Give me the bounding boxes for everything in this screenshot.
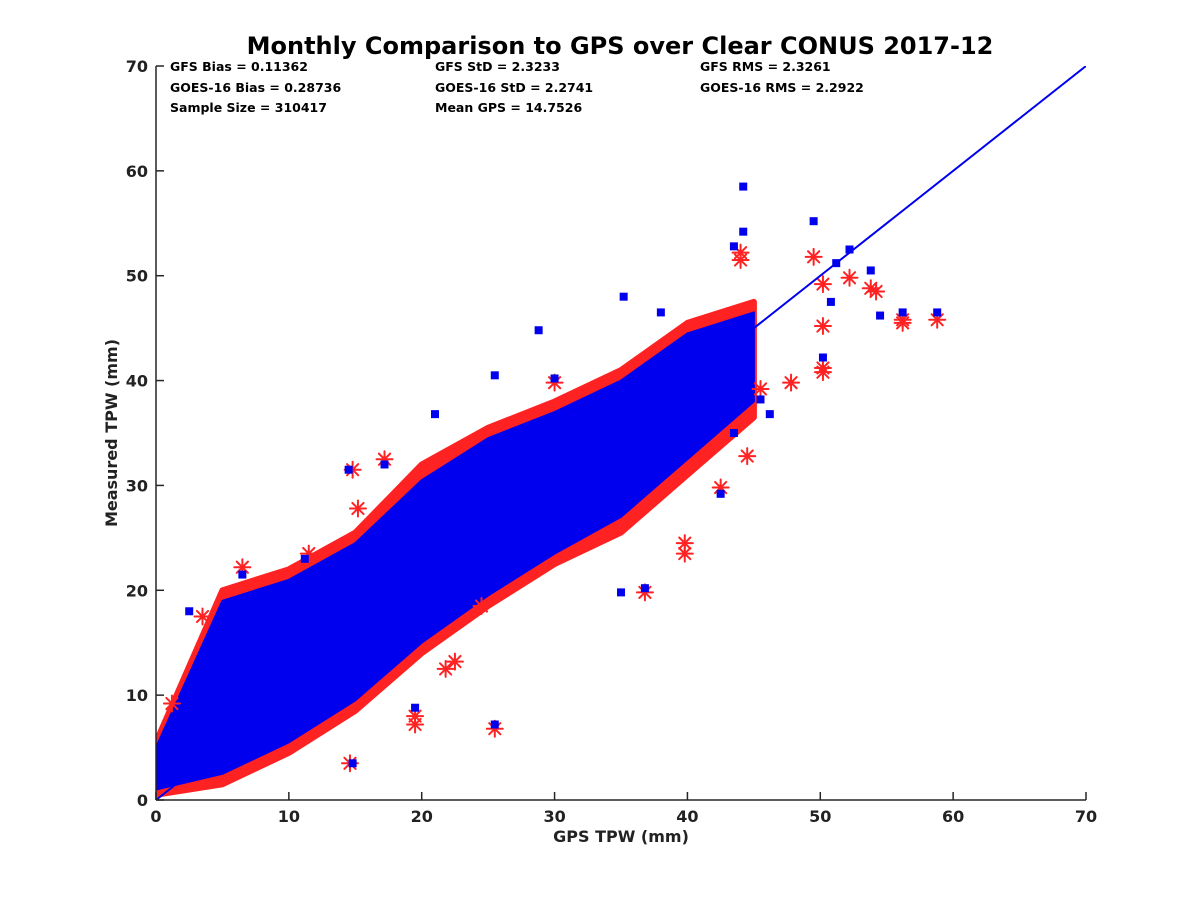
x-tick-label: 10 <box>278 807 300 826</box>
square-point <box>933 308 942 317</box>
square-point <box>534 326 543 335</box>
asterisk-point <box>193 607 212 626</box>
asterisk-point <box>738 447 757 466</box>
x-tick-label: 50 <box>809 807 831 826</box>
density-bands <box>156 298 757 798</box>
asterisk-point <box>472 597 491 616</box>
x-tick-label: 60 <box>942 807 964 826</box>
square-point <box>300 554 309 563</box>
square-point <box>729 242 738 251</box>
square-point <box>490 720 499 729</box>
asterisk-point <box>436 659 455 678</box>
square-point <box>431 410 439 419</box>
square-point <box>238 570 247 579</box>
square-point <box>876 311 885 320</box>
y-axis-ticks: 0 10 20 30 40 50 60 70 <box>126 57 164 810</box>
plot-area <box>156 66 1086 800</box>
square-point <box>617 588 625 597</box>
asterisk-point <box>445 652 464 671</box>
reference-line-layer <box>156 66 1086 800</box>
stat-goes-std: GOES-16 StD = 2.2741 <box>435 80 593 95</box>
x-axis-ticks: 0 10 20 30 40 50 60 70 <box>150 792 1097 826</box>
square-point <box>344 465 353 474</box>
stat-mean-gps: Mean GPS = 14.7526 <box>435 100 582 115</box>
asterisk-point <box>731 250 750 269</box>
square-point <box>765 410 774 419</box>
square-point <box>845 245 854 254</box>
y-tick-label: 20 <box>126 581 148 600</box>
stat-gfs-rms: GFS RMS = 2.3261 <box>700 59 831 74</box>
asterisk-point <box>867 282 886 301</box>
asterisk-point <box>893 313 912 332</box>
square-point <box>729 429 738 437</box>
outlier-points <box>162 182 947 773</box>
x-tick-label: 30 <box>543 807 565 826</box>
y-tick-label: 10 <box>126 686 148 705</box>
square-point <box>756 395 765 404</box>
y-tick-label: 40 <box>126 372 148 391</box>
one-to-one-line <box>156 66 1086 800</box>
stat-gfs-bias: GFS Bias = 0.11362 <box>170 59 308 74</box>
y-axis-label: Measured TPW (mm) <box>102 339 121 527</box>
square-point <box>826 297 835 306</box>
asterisk-point <box>675 534 694 553</box>
asterisk-point <box>813 317 832 336</box>
asterisk-point <box>813 363 832 382</box>
square-point <box>411 703 420 712</box>
asterisk-point <box>804 247 823 266</box>
asterisk-point <box>162 694 181 713</box>
asterisk-point <box>406 715 425 734</box>
square-point <box>866 266 875 275</box>
stat-sample-size: Sample Size = 310417 <box>170 100 327 115</box>
stat-goes-rms: GOES-16 RMS = 2.2922 <box>700 80 864 95</box>
square-point <box>640 584 649 593</box>
y-tick-label: 50 <box>126 267 148 286</box>
square-point <box>619 292 628 301</box>
square-point <box>898 308 907 317</box>
asterisk-point <box>751 379 770 398</box>
square-point <box>656 308 665 317</box>
stat-goes-bias: GOES-16 Bias = 0.28736 <box>170 80 341 95</box>
x-tick-label: 40 <box>676 807 698 826</box>
asterisk-point <box>813 275 832 294</box>
x-tick-label: 70 <box>1075 807 1097 826</box>
asterisk-point <box>348 499 367 518</box>
x-axis-label: GPS TPW (mm) <box>553 827 689 846</box>
square-point <box>348 759 357 768</box>
square-point <box>490 371 499 380</box>
y-tick-label: 0 <box>137 791 148 810</box>
point-cloud-1 <box>156 311 755 791</box>
asterisk-point <box>782 373 801 392</box>
asterisk-point <box>840 268 859 287</box>
square-point <box>739 182 748 191</box>
asterisk-point <box>675 544 694 563</box>
square-point <box>809 217 818 226</box>
stat-gfs-std: GFS StD = 2.3233 <box>435 59 560 74</box>
square-point <box>380 460 389 469</box>
square-point <box>550 374 559 383</box>
y-tick-label: 30 <box>126 476 148 495</box>
square-point <box>716 489 725 498</box>
square-point <box>739 227 748 236</box>
square-point <box>185 607 194 616</box>
y-tick-label: 60 <box>126 162 148 181</box>
chart-title: Monthly Comparison to GPS over Clear CON… <box>247 32 994 60</box>
square-point <box>818 353 827 362</box>
y-tick-label: 70 <box>126 57 148 76</box>
x-tick-label: 0 <box>150 807 161 826</box>
x-tick-label: 20 <box>411 807 433 826</box>
